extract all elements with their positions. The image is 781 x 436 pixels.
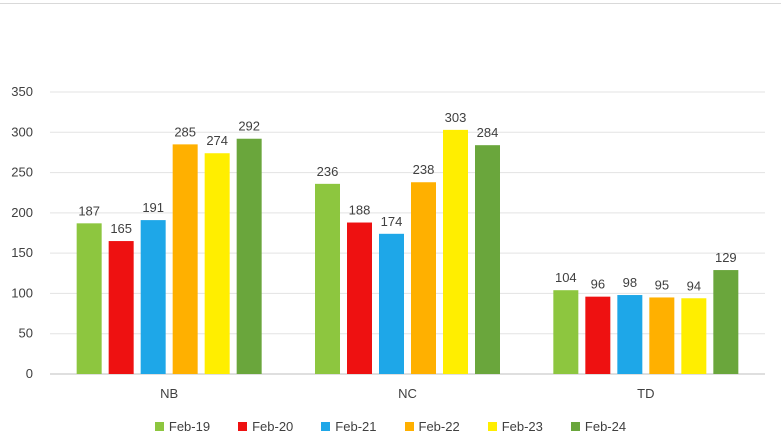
legend-item: Feb-19 (154, 418, 211, 434)
bar-TD-Feb-24 (713, 270, 739, 374)
data-label: 292 (238, 119, 260, 134)
bar-NC-Feb-24 (475, 145, 500, 374)
bar-NB-Feb-22 (172, 144, 198, 374)
y-tick-label: 300 (11, 124, 33, 139)
bar-NC-Feb-19 (315, 183, 340, 374)
legend-label: Feb-22 (418, 418, 460, 434)
legend-swatch (238, 421, 248, 431)
bar-NB-Feb-21 (140, 220, 166, 374)
bar-NC-Feb-23 (443, 129, 468, 374)
bar-NB-Feb-23 (204, 153, 230, 374)
data-label: 174 (381, 214, 403, 229)
bar-NC-Feb-22 (411, 182, 436, 374)
legend-item: Feb-23 (487, 418, 543, 434)
legend: Feb-19 Feb-20 Feb-21 Feb-22 Feb-23 Feb-24 (0, 417, 781, 435)
data-label: 284 (477, 125, 499, 140)
x-category-label: NB (160, 386, 178, 401)
legend-swatch (321, 421, 331, 431)
legend-item: Feb-22 (404, 418, 460, 434)
bar-NC-Feb-21 (379, 233, 404, 374)
y-tick-label: 200 (11, 205, 33, 220)
bar-NB-Feb-19 (76, 223, 102, 374)
x-category-label: NC (398, 386, 417, 401)
y-tick-label: 0 (26, 366, 33, 381)
data-label: 238 (413, 162, 435, 177)
data-label: 104 (555, 270, 577, 285)
data-label: 303 (445, 110, 467, 125)
bar-TD-Feb-21 (617, 295, 643, 374)
bar-TD-Feb-22 (649, 297, 675, 374)
legend-label: Feb-21 (335, 418, 377, 434)
top-border (0, 3, 781, 4)
x-axis: NB NC TD (160, 386, 654, 401)
bar-chart: 0 50 100 150 200 250 300 350 187 165 191 285 274 292… (11, 84, 765, 401)
bars (76, 129, 739, 374)
y-tick-label: 150 (11, 245, 33, 260)
data-label: 95 (655, 277, 669, 292)
gridlines (50, 91, 765, 375)
data-label: 274 (206, 133, 228, 148)
legend-label: Feb-20 (252, 418, 294, 434)
data-label: 188 (349, 203, 371, 218)
bar-NC-Feb-20 (347, 222, 372, 374)
bar-TD-Feb-20 (585, 296, 611, 374)
legend-swatch (570, 421, 580, 431)
y-tick-label: 350 (11, 84, 33, 99)
bar-NB-Feb-20 (108, 241, 134, 374)
y-tick-label: 250 (11, 165, 33, 180)
legend-swatch (404, 421, 414, 431)
legend-item: Feb-24 (570, 418, 627, 434)
legend-label: Feb-19 (168, 418, 211, 434)
legend-swatch (487, 421, 497, 431)
data-label: 98 (623, 275, 637, 290)
bar-NB-Feb-24 (236, 138, 262, 374)
data-label: 236 (317, 164, 339, 179)
data-label: 129 (715, 250, 737, 265)
legend-item: Feb-21 (321, 418, 377, 434)
data-label: 94 (687, 278, 701, 293)
legend-swatch (154, 421, 164, 431)
bar-TD-Feb-19 (553, 290, 579, 374)
y-tick-label: 100 (11, 285, 33, 300)
x-category-label: TD (637, 386, 654, 401)
data-label: 285 (174, 124, 196, 139)
data-label: 191 (142, 200, 164, 215)
data-label: 96 (591, 277, 605, 292)
bar-TD-Feb-23 (681, 298, 707, 374)
data-labels: 187 165 191 285 274 292 236 188 174 238 303 284 104 9… (78, 110, 736, 293)
y-axis: 0 50 100 150 200 250 300 350 (11, 84, 33, 381)
legend-item: Feb-20 (238, 419, 293, 434)
y-tick-label: 50 (19, 326, 33, 341)
data-label: 165 (110, 221, 132, 236)
legend-label: Feb-24 (584, 418, 627, 434)
legend-label: Feb-23 (501, 418, 543, 434)
data-label: 187 (78, 203, 100, 218)
